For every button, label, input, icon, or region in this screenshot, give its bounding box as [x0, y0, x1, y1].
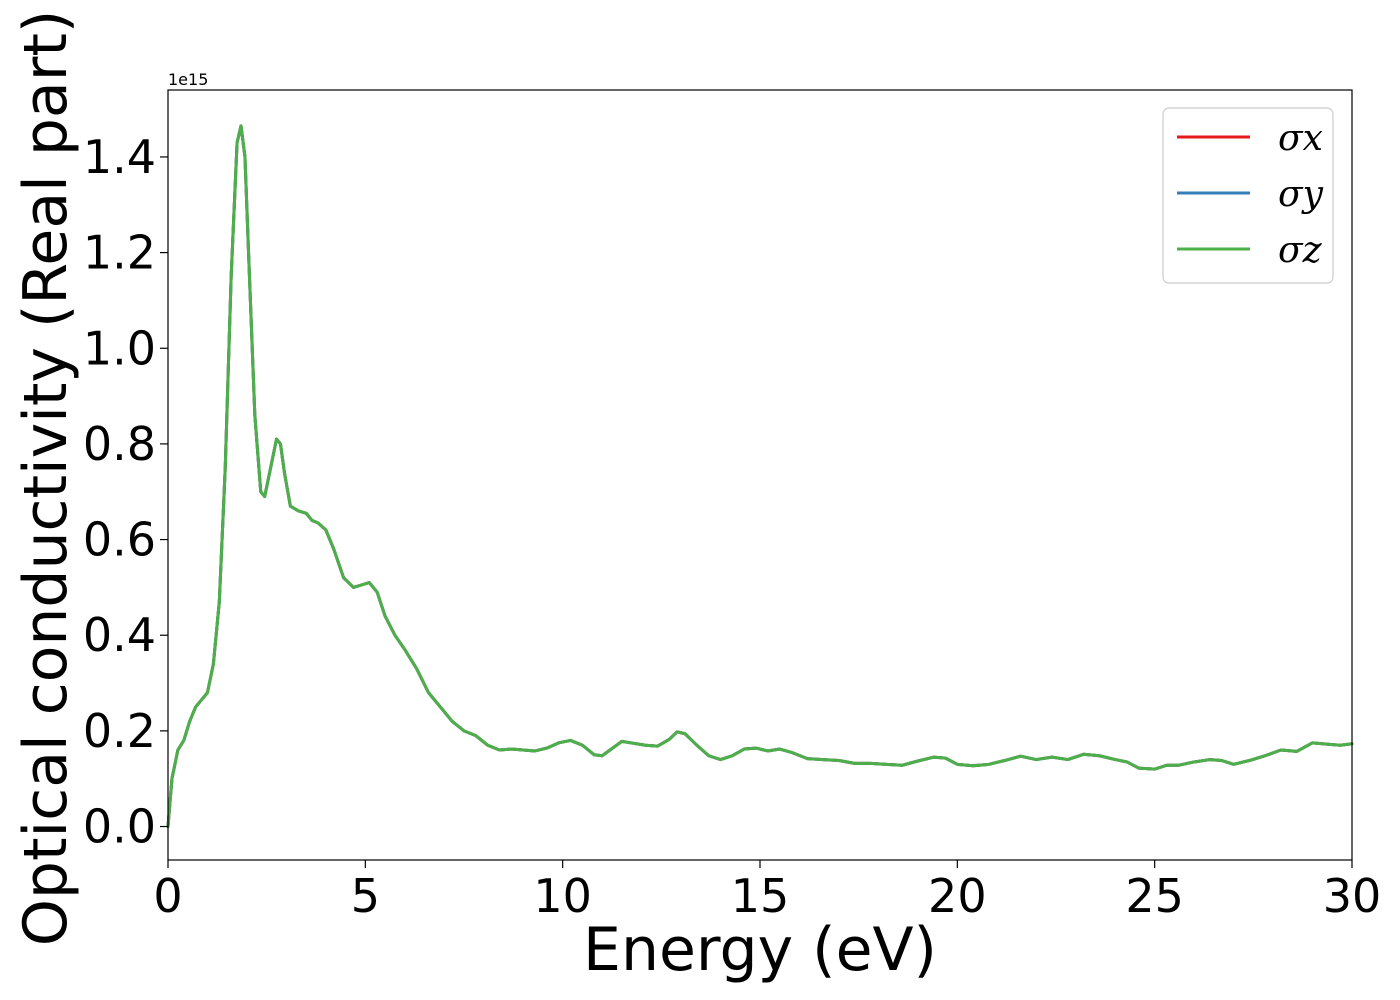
y-offset-label: 1e15: [168, 70, 208, 89]
x-tick-label: 5: [351, 869, 380, 923]
series-layer: [166, 124, 1354, 829]
x-tick-label: 10: [533, 869, 592, 923]
legend: σx σy σz: [1162, 107, 1334, 284]
y-tick-label: 0.2: [83, 704, 156, 758]
x-tick-label: 15: [731, 869, 790, 923]
y-tick-label: 1.4: [83, 130, 156, 184]
plot-area: [168, 90, 1352, 860]
y-tick-label: 0.4: [83, 608, 156, 662]
legend-box: [1162, 107, 1334, 284]
legend-label-2: σy: [1278, 174, 1324, 215]
y-axis: 0.0 0.2 0.4 0.6 0.8 1.0 1.2 1.4: [83, 130, 168, 854]
x-tick-label: 25: [1125, 869, 1184, 923]
x-tick-label: 0: [153, 869, 182, 923]
y-tick-label: 1.0: [83, 321, 156, 375]
y-tick-label: 0.6: [83, 513, 156, 567]
legend-label-3: σz: [1278, 230, 1323, 271]
x-tick-label: 30: [1323, 869, 1382, 923]
y-tick-label: 0.0: [83, 800, 156, 854]
y-tick-label: 0.8: [83, 417, 156, 471]
y-axis-label: Optical conductivity (Real part): [11, 10, 81, 947]
x-tick-label: 20: [928, 869, 987, 923]
series-line-3: [166, 124, 1354, 829]
y-tick-label: 1.2: [83, 226, 156, 280]
x-axis: 0 5 10 15 20 25 30: [153, 860, 1381, 923]
x-axis-label: Energy (eV): [583, 915, 937, 985]
legend-label-1: σx: [1278, 118, 1323, 159]
